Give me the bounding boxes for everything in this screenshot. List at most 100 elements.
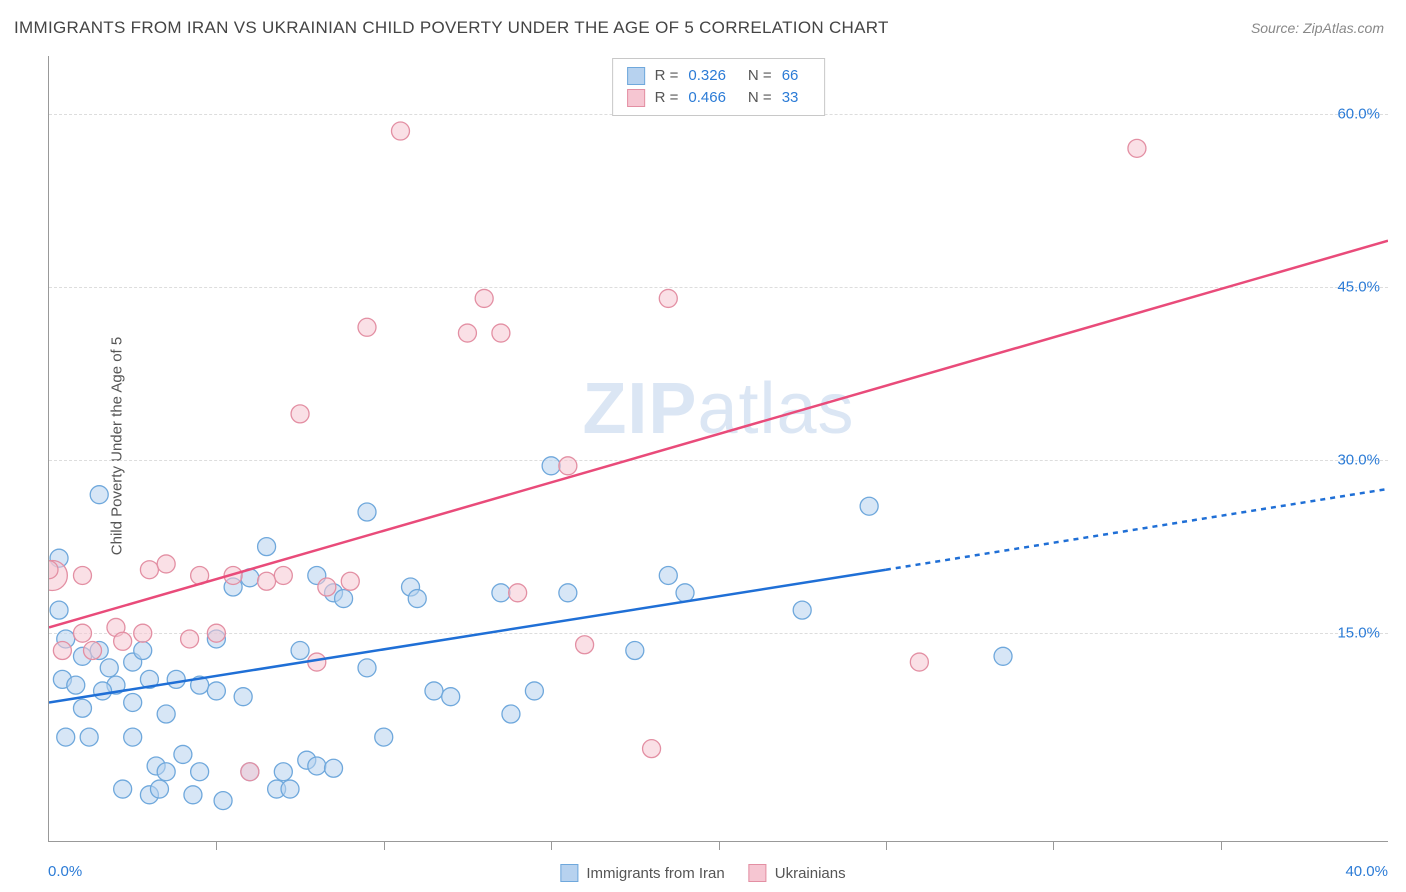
data-point [542,457,560,475]
data-point [442,688,460,706]
data-point [174,745,192,763]
x-tick [719,842,720,850]
data-point [626,642,644,660]
series-legend: Immigrants from Iran Ukrainians [560,864,845,882]
data-point [492,324,510,342]
x-max-label: 40.0% [1345,863,1388,880]
data-point [167,670,185,688]
data-point [50,601,68,619]
data-point [191,763,209,781]
data-point [157,705,175,723]
data-point [73,566,91,584]
stats-row: R = 0.326 N = 66 [627,65,811,87]
data-point [643,740,661,758]
data-point [291,642,309,660]
data-point [73,624,91,642]
n-label: N = [748,87,772,109]
data-point [994,647,1012,665]
data-point [184,786,202,804]
x-tick [551,842,552,850]
data-point [559,457,577,475]
r-value: 0.326 [688,65,726,87]
trend-line-dashed [886,489,1388,570]
data-point [793,601,811,619]
plot-area: ZIPatlas R = 0.326 N = 66 R = 0.466 N = … [48,56,1388,842]
data-point [308,757,326,775]
data-point [408,590,426,608]
data-point [475,289,493,307]
data-point [425,682,443,700]
stats-legend: R = 0.326 N = 66 R = 0.466 N = 33 [612,58,826,116]
swatch-icon [560,864,578,882]
data-point [134,642,152,660]
x-min-label: 0.0% [48,863,82,880]
data-point [525,682,543,700]
data-point [241,763,259,781]
data-point [234,688,252,706]
plot-svg [49,56,1388,841]
data-point [140,561,158,579]
data-point [358,503,376,521]
data-point [358,659,376,677]
data-point [258,572,276,590]
r-label: R = [655,65,679,87]
legend-label: Ukrainians [775,865,846,882]
data-point [325,759,343,777]
data-point [124,728,142,746]
data-point [910,653,928,671]
x-tick [886,842,887,850]
data-point [559,584,577,602]
data-point [318,578,336,596]
x-tick [216,842,217,850]
n-value: 33 [782,87,799,109]
legend-item: Immigrants from Iran [560,864,724,882]
data-point [274,566,292,584]
x-tick [1053,842,1054,850]
data-point [291,405,309,423]
data-point [1128,139,1146,157]
trend-line [49,570,886,703]
swatch-icon [627,67,645,85]
data-point [492,584,510,602]
data-point [274,763,292,781]
data-point [157,555,175,573]
data-point [659,289,677,307]
data-point [207,624,225,642]
data-point [375,728,393,746]
data-point [100,659,118,677]
x-tick [384,842,385,850]
r-label: R = [655,87,679,109]
n-value: 66 [782,65,799,87]
data-point [157,763,175,781]
data-point [509,584,527,602]
data-point [84,642,102,660]
data-point [358,318,376,336]
data-point [114,632,132,650]
data-point [281,780,299,798]
data-point [458,324,476,342]
legend-label: Immigrants from Iran [586,865,724,882]
swatch-icon [749,864,767,882]
data-point [114,780,132,798]
data-point [207,682,225,700]
data-point [335,590,353,608]
data-point [94,682,112,700]
n-label: N = [748,65,772,87]
data-point [576,636,594,654]
data-point [391,122,409,140]
data-point [341,572,359,590]
data-point [53,642,71,660]
data-point [80,728,98,746]
data-point [676,584,694,602]
x-tick [1221,842,1222,850]
data-point [57,728,75,746]
data-point [150,780,168,798]
data-point [860,497,878,515]
data-point [258,538,276,556]
r-value: 0.466 [688,87,726,109]
data-point [90,486,108,504]
data-point [124,693,142,711]
data-point [502,705,520,723]
trend-line [49,241,1388,628]
source-text: Source: ZipAtlas.com [1251,20,1384,36]
